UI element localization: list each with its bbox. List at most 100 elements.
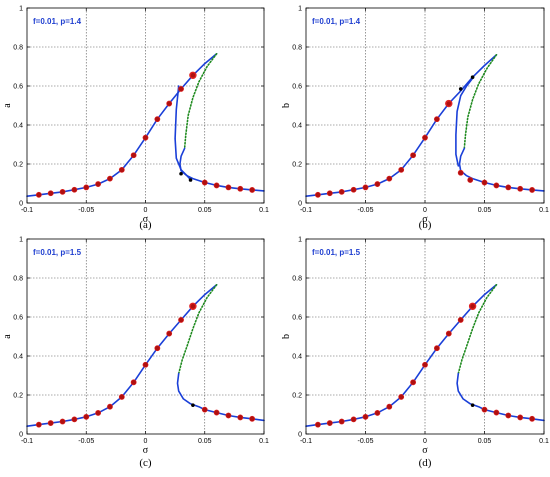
numeric-point (422, 134, 428, 141)
jump-point (191, 403, 195, 407)
numeric-point (225, 412, 232, 419)
y-tick-label: 0.4 (292, 123, 302, 130)
annotation-label: f=0.01, p=1.4 (33, 17, 82, 26)
numeric-point (154, 116, 161, 123)
numeric-point (457, 317, 464, 323)
numeric-point (517, 414, 524, 421)
numeric-point (249, 415, 256, 422)
y-axis-label: a (2, 334, 13, 339)
panel-c: -0.1 -0.05 0 0.05 0.1 0 0.2 0.4 0.6 0.8 1 f=0.01, p… (2, 237, 269, 470)
numeric-point (422, 361, 428, 368)
panel-a: -0.1 -0.05 0 0.05 0.1 0 0.2 0.4 0.6 0.8 1 f=0.01, p… (2, 6, 269, 232)
numeric-point (505, 412, 512, 419)
numeric-point (469, 303, 476, 310)
numeric-point (59, 188, 66, 195)
numeric-point (95, 181, 101, 187)
y-tick-label: 0.6 (13, 84, 23, 91)
numeric-point (95, 410, 101, 416)
numeric-point (410, 152, 416, 159)
highlight-point (445, 99, 453, 108)
numeric-point (386, 175, 393, 182)
x-tick-label: -0.1 (300, 207, 312, 214)
y-tick-label: 1 (298, 237, 302, 244)
numeric-point (326, 420, 333, 426)
panel-d: -0.1 -0.05 0 0.05 0.1 0 0.2 0.4 0.6 0.8 1 f=0.01, p… (281, 237, 549, 470)
unstable-branch-line (177, 284, 218, 375)
numeric-point (505, 184, 512, 191)
numeric-point (314, 191, 321, 198)
y-tick-label: 0.2 (13, 162, 23, 169)
numeric-point (249, 187, 256, 193)
y-tick-label: 1 (19, 237, 23, 244)
jump-point (458, 87, 463, 91)
annotation-label: f=0.01, p=1.5 (33, 248, 82, 257)
numeric-point (326, 190, 333, 197)
y-tick-label: 0.2 (292, 393, 302, 400)
y-tick-label: 0.6 (292, 315, 302, 322)
unstable-branch-line (183, 53, 218, 150)
numeric-point (433, 116, 440, 123)
numeric-point (71, 186, 78, 193)
numeric-point (213, 182, 220, 189)
numeric-point (338, 418, 345, 425)
numeric-point (201, 406, 208, 413)
numeric-point (481, 406, 488, 413)
x-axis-label: σ (422, 445, 428, 456)
y-tick-label: 0.4 (13, 123, 23, 130)
plot-frame (26, 7, 265, 204)
numeric-point (166, 100, 173, 107)
numeric-point (481, 179, 488, 186)
y-tick-label: 1 (19, 6, 23, 13)
x-tick-label: 0.1 (259, 207, 269, 214)
numeric-point (410, 379, 416, 386)
x-tick-label: -0.1 (21, 207, 33, 214)
x-axis-label: σ (143, 214, 149, 225)
jump-point (470, 403, 475, 407)
y-tick-label: 0 (19, 201, 23, 208)
numeric-point (445, 330, 452, 337)
stable-branch-line (174, 85, 192, 181)
x-tick-label: -0.05 (78, 207, 94, 214)
panel-b: -0.1 -0.05 0 0.05 0.1 0 0.2 0.4 0.6 0.8 1 f=0.01, p… (281, 6, 549, 232)
highlight-point (189, 71, 197, 79)
highlight-point (468, 302, 477, 310)
x-tick-label: -0.1 (21, 438, 33, 445)
numeric-point (71, 416, 78, 423)
numeric-point (189, 303, 196, 310)
numeric-point (178, 86, 184, 92)
numeric-point (47, 420, 54, 426)
numeric-point (350, 186, 357, 193)
numeric-point (201, 179, 208, 186)
numeric-point (35, 191, 42, 198)
x-tick-label: 0 (423, 207, 427, 214)
highlight-point (189, 302, 197, 310)
unstable-branch-line (463, 54, 498, 150)
y-axis-label: b (281, 103, 292, 108)
numeric-point (517, 185, 524, 192)
numeric-point (314, 421, 321, 428)
x-tick-label: 0.05 (478, 438, 492, 445)
numeric-point (59, 418, 66, 425)
panel-caption: (b) (419, 219, 432, 231)
x-tick-label: 0.1 (539, 207, 549, 214)
numeric-point (166, 330, 173, 337)
numeric-point (83, 413, 90, 420)
jump-point (188, 178, 193, 182)
y-tick-label: 0 (298, 432, 302, 439)
numeric-point (493, 409, 500, 416)
numeric-point (338, 188, 345, 195)
panel-caption: (c) (139, 457, 152, 469)
x-tick-label: 0 (144, 207, 148, 214)
y-tick-label: 0.2 (13, 393, 23, 400)
x-tick-label: -0.05 (358, 438, 374, 445)
x-tick-label: 0.05 (478, 207, 492, 214)
numeric-point (374, 181, 381, 187)
x-tick-label: 0 (423, 438, 427, 445)
x-tick-label: -0.05 (78, 438, 94, 445)
panel-caption: (d) (419, 457, 432, 469)
x-tick-label: 0.05 (198, 438, 212, 445)
y-tick-label: 0.8 (292, 276, 302, 283)
y-axis-label: b (281, 334, 292, 339)
y-tick-label: 0.8 (13, 45, 23, 52)
